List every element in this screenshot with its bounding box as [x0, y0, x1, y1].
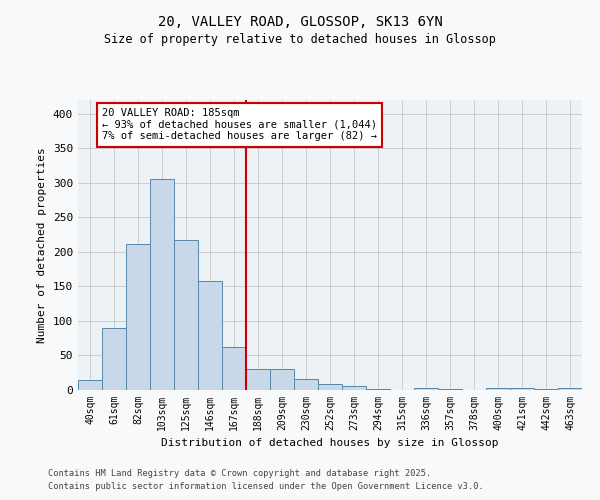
Bar [174, 240, 198, 390]
Bar [198, 281, 222, 390]
Bar [150, 180, 174, 390]
Bar [414, 388, 438, 390]
Text: 20, VALLEY ROAD, GLOSSOP, SK13 6YN: 20, VALLEY ROAD, GLOSSOP, SK13 6YN [158, 15, 442, 29]
Bar [102, 328, 126, 390]
X-axis label: Distribution of detached houses by size in Glossop: Distribution of detached houses by size … [161, 438, 499, 448]
Text: 20 VALLEY ROAD: 185sqm
← 93% of detached houses are smaller (1,044)
7% of semi-d: 20 VALLEY ROAD: 185sqm ← 93% of detached… [102, 108, 377, 142]
Bar [486, 388, 510, 390]
Bar [294, 379, 318, 390]
Bar [78, 380, 102, 390]
Bar [222, 346, 246, 390]
Bar [342, 386, 366, 390]
Text: Size of property relative to detached houses in Glossop: Size of property relative to detached ho… [104, 32, 496, 46]
Bar [270, 370, 294, 390]
Bar [558, 388, 582, 390]
Bar [318, 384, 342, 390]
Bar [246, 370, 270, 390]
Text: Contains public sector information licensed under the Open Government Licence v3: Contains public sector information licen… [48, 482, 484, 491]
Text: Contains HM Land Registry data © Crown copyright and database right 2025.: Contains HM Land Registry data © Crown c… [48, 468, 431, 477]
Bar [510, 388, 534, 390]
Bar [126, 244, 150, 390]
Y-axis label: Number of detached properties: Number of detached properties [37, 147, 47, 343]
